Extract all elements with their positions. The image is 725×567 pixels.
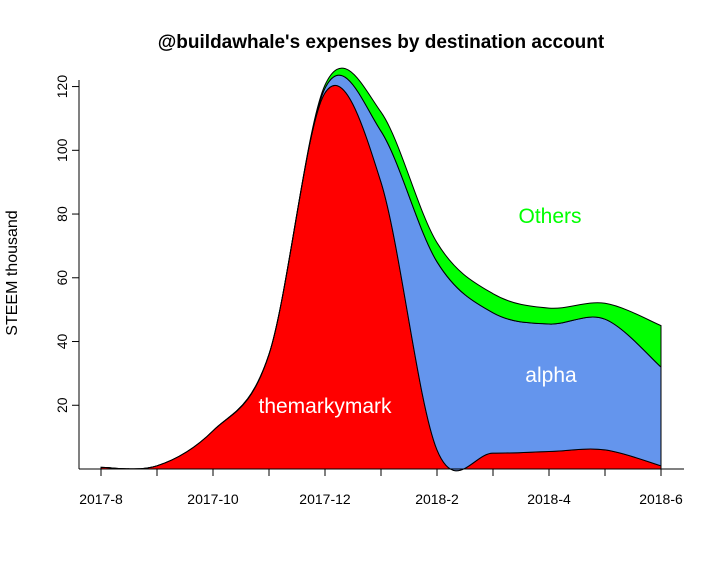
series-label-others: Others (518, 205, 581, 228)
series-labels: themarkymark alpha Others (258, 205, 581, 418)
chart-title: @buildawhale's expenses by destination a… (158, 32, 605, 53)
x-tick-label: 2018-6 (639, 491, 683, 507)
x-tick-label: 2018-2 (415, 491, 459, 507)
x-tick-label: 2017-8 (79, 491, 123, 507)
y-tick-label: 20 (54, 397, 70, 413)
y-tick-label: 120 (54, 75, 70, 99)
series-label-alpha: alpha (525, 364, 577, 387)
series-label-themarkymark: themarkymark (258, 395, 392, 418)
y-axis-label: STEEM thousand (4, 210, 21, 335)
area-others (100, 67, 662, 470)
y-tick-label: 40 (54, 334, 70, 350)
y-tick-label: 60 (54, 270, 70, 286)
y-tick-label: 80 (54, 206, 70, 222)
y-tick-label: 100 (54, 138, 70, 162)
axes: 20 40 60 80 100 120 2017-8 2017-10 2017-12 2018-2… (54, 75, 684, 507)
x-tick-label: 2018-4 (527, 491, 571, 507)
x-tick-label: 2017-10 (187, 491, 239, 507)
x-tick-label: 2017-12 (299, 491, 351, 507)
